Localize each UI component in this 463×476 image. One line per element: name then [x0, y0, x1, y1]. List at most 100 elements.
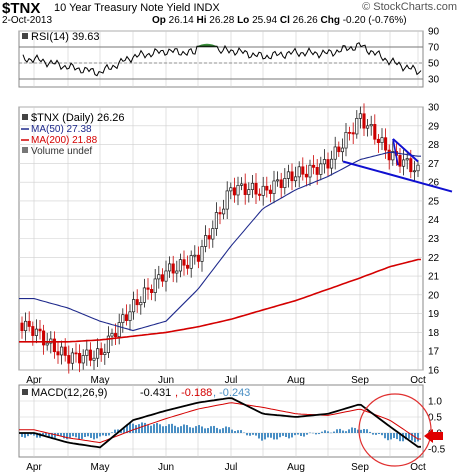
symbol-title: $TNX — [2, 0, 41, 17]
macd-histogram-bar — [129, 423, 131, 433]
macd-histogram-bar — [111, 432, 113, 433]
price-candle-body — [355, 117, 359, 135]
macd-histogram-bar — [57, 433, 59, 437]
macd-histogram-bar — [369, 431, 371, 433]
price-candle-body — [175, 270, 179, 274]
price-candle-body — [290, 171, 294, 182]
macd-histogram-bar — [285, 433, 287, 438]
price-candle-body — [301, 166, 305, 175]
macd-histogram-bar — [138, 424, 140, 433]
price-candle-body — [52, 338, 56, 353]
macd-histogram-bar — [24, 433, 26, 438]
price-candle-body — [315, 167, 319, 175]
price-candle-body — [34, 328, 38, 336]
price-candle-body — [222, 208, 226, 215]
price-legend-swatch — [22, 114, 28, 120]
macd-xtick-label: Oct — [410, 462, 426, 473]
macd-line — [19, 397, 421, 449]
price-ytick-label: 30 — [428, 103, 440, 114]
price-candle-body — [297, 166, 301, 178]
macd-xtick-label: Jul — [225, 462, 238, 473]
price-candle-body — [279, 179, 283, 189]
macd-histogram-bar — [387, 433, 389, 441]
price-candle-body — [384, 137, 388, 151]
security-name-text: 10 Year Treasury Note Yield — [54, 2, 191, 14]
macd-histogram-bar — [114, 429, 116, 433]
price-candle-body — [283, 178, 287, 189]
macd-histogram-bar — [312, 432, 314, 434]
price-candle-body — [103, 352, 107, 355]
security-name: 10 Year Treasury Note Yield INDX — [54, 2, 220, 14]
price-candle-body — [114, 333, 118, 337]
price-candle-body — [387, 149, 391, 161]
macd-histogram-bar — [126, 425, 128, 433]
price-candle-body — [214, 212, 218, 229]
macd-histogram-bar — [36, 433, 38, 438]
macd-histogram-bar — [363, 429, 365, 433]
macd-histogram-bar — [234, 430, 236, 433]
price-ytick-label: 20 — [428, 290, 440, 301]
price-candle-body — [117, 322, 121, 337]
macd-histogram-bar — [288, 433, 290, 439]
price-candle-body — [351, 132, 355, 135]
macd-legend-value: -0.431 — [140, 387, 171, 399]
macd-histogram-bar — [84, 433, 86, 437]
macd-ytick-label: -0.5 — [428, 445, 446, 456]
low-value: 25.94 — [252, 15, 278, 26]
rsi-legend-swatch — [22, 33, 28, 39]
price-candle-body — [412, 170, 416, 173]
macd-histogram-bar — [66, 433, 68, 440]
macd-histogram-bar — [213, 425, 215, 433]
price-candle-body — [186, 264, 190, 269]
macd-histogram-bar — [189, 427, 191, 433]
price-candle-body — [168, 263, 172, 272]
macd-histogram-bar — [240, 430, 242, 433]
macd-histogram-bar — [339, 428, 341, 433]
macd-ytick-label: 0.5 — [428, 413, 442, 424]
price-candle-body — [146, 287, 150, 290]
price-candle-body — [31, 326, 35, 336]
macd-histogram-bar — [270, 433, 272, 438]
macd-histogram-bar — [33, 433, 35, 436]
price-xtick-label: Jul — [225, 375, 238, 386]
price-candle-body — [99, 348, 103, 355]
ma200-line — [19, 258, 421, 343]
price-candle-body — [196, 254, 200, 262]
price-ytick-label: 18 — [428, 328, 440, 339]
price-candle-body — [330, 158, 334, 169]
macd-histogram-bar — [69, 433, 71, 438]
price-candle-body — [78, 352, 82, 364]
macd-histogram-bar — [417, 433, 419, 442]
price-candle-body — [380, 137, 384, 144]
exchange-label: INDX — [193, 2, 220, 14]
price-candle-body — [207, 235, 211, 240]
macd-histogram-bar — [378, 433, 380, 435]
price-candle-body — [189, 255, 193, 269]
price-ytick-label: 26 — [428, 178, 440, 189]
macd-histogram-bar — [393, 433, 395, 439]
price-candle-body — [348, 132, 352, 134]
macd-histogram-bar — [192, 427, 194, 433]
price-candle-body — [124, 314, 128, 321]
price-candle-body — [265, 185, 269, 191]
rsi-panel: 30 50 70 90 RSI(14) 39.63 — [18, 27, 440, 88]
macd-histogram-bar — [243, 432, 245, 434]
macd-histogram-bar — [174, 425, 176, 433]
price-candle-body — [182, 259, 186, 266]
macd-legend-text: MACD(12,26,9) — [31, 387, 107, 399]
macd-histogram-bar — [414, 433, 416, 443]
price-xtick-label: Oct — [410, 375, 426, 386]
macd-histogram-bar — [291, 433, 293, 438]
macd-histogram-bar — [399, 433, 401, 442]
price-candle-body — [333, 146, 337, 160]
rsi-ytick-label: 70 — [428, 43, 440, 54]
macd-histogram-bar — [78, 433, 80, 440]
macd-histogram-bar — [195, 426, 197, 433]
price-candle-body — [164, 270, 168, 282]
price-candle-body — [67, 355, 71, 364]
price-xtick-label: Sep — [351, 375, 369, 386]
macd-histogram-bar — [279, 433, 281, 438]
macd-histogram-bar — [228, 427, 230, 433]
macd-arrow-icon — [424, 429, 443, 443]
macd-histogram-bar — [300, 433, 302, 437]
